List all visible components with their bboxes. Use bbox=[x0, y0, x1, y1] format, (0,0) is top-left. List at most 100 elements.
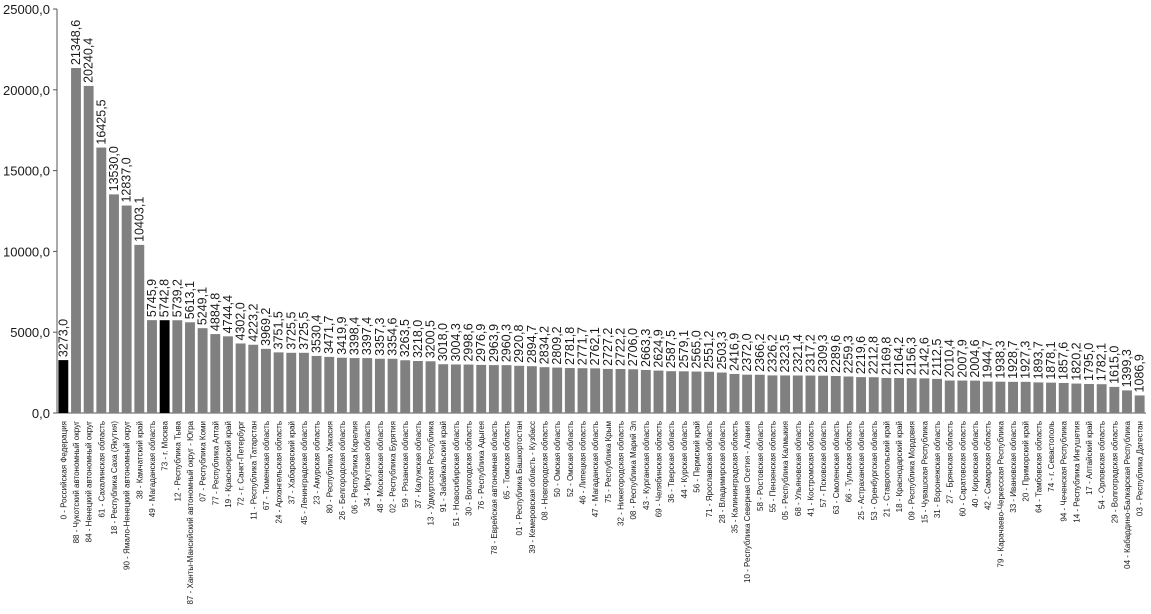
value-label: 2169,8 bbox=[879, 337, 893, 375]
bar bbox=[970, 380, 980, 413]
value-label: 2565,0 bbox=[689, 330, 703, 368]
bar bbox=[1058, 382, 1069, 413]
bar bbox=[83, 85, 94, 414]
value-label: 1927,3 bbox=[1019, 341, 1033, 379]
bar bbox=[286, 352, 297, 413]
bar bbox=[957, 380, 968, 413]
bar bbox=[894, 378, 905, 413]
category-label: 88 - Чукотский автономный округ bbox=[72, 421, 81, 544]
value-label: 3018,0 bbox=[436, 323, 450, 361]
bar bbox=[780, 375, 791, 413]
category-label: 02 - Республика Бурятия bbox=[389, 421, 398, 513]
bar bbox=[590, 368, 601, 413]
category-label: 48 - Московская область bbox=[376, 421, 385, 513]
bar bbox=[58, 360, 69, 413]
category-label: 24 - Архангельская область bbox=[275, 421, 284, 524]
category-label: 0 - Российская Федерация bbox=[59, 421, 68, 519]
value-label: 2894,7 bbox=[525, 325, 539, 363]
value-label: 1944,7 bbox=[981, 340, 995, 378]
category-label: 66 - Тульская область bbox=[844, 421, 853, 502]
value-label: 4884,8 bbox=[208, 293, 222, 331]
category-label: 50 - Омская область bbox=[553, 421, 562, 497]
y-tick-label: 0,0 bbox=[32, 406, 50, 421]
value-label: 4223,2 bbox=[246, 303, 260, 341]
category-label: 65 - Томская область bbox=[503, 421, 512, 500]
value-label: 2663,3 bbox=[639, 329, 653, 367]
value-label: 2706,0 bbox=[626, 328, 640, 366]
bar bbox=[450, 364, 461, 413]
value-label: 2960,3 bbox=[500, 324, 514, 362]
value-label: 3751,5 bbox=[272, 311, 286, 349]
bar bbox=[1096, 384, 1107, 413]
bar bbox=[210, 334, 221, 413]
bar bbox=[121, 205, 132, 413]
category-label: 30 - Вологодская область bbox=[465, 421, 474, 516]
value-label: 1938,3 bbox=[993, 340, 1007, 378]
bar bbox=[767, 375, 778, 413]
value-label: 2259,3 bbox=[841, 335, 855, 373]
category-label: 67 - Тюменская область bbox=[262, 421, 271, 510]
bar bbox=[716, 372, 727, 413]
bar bbox=[501, 365, 512, 413]
category-label: 55 - Пензенская область bbox=[768, 421, 777, 512]
bar bbox=[463, 364, 474, 413]
bar bbox=[311, 355, 322, 413]
value-label: 3004,3 bbox=[449, 323, 463, 361]
value-label: 21348,6 bbox=[69, 20, 83, 65]
value-label: 5249,1 bbox=[196, 287, 210, 325]
value-label: 2112,5 bbox=[930, 339, 944, 376]
category-label: 13 - Удмуртская Республика bbox=[427, 420, 436, 525]
category-label: 47 - Магаданская область bbox=[591, 421, 600, 517]
value-label: 3398,4 bbox=[348, 317, 362, 355]
bar bbox=[881, 377, 892, 413]
bar bbox=[830, 376, 841, 413]
bar bbox=[1033, 382, 1044, 413]
bar bbox=[1020, 381, 1031, 413]
category-label: 60 - Саратовская область bbox=[958, 421, 967, 517]
bar bbox=[1071, 383, 1082, 413]
bar bbox=[172, 320, 183, 413]
category-label: 52 - Омская область bbox=[566, 421, 575, 497]
category-label: 14 - Республика Ингушетия bbox=[1072, 421, 1081, 523]
y-tick-label: 10000,0 bbox=[3, 244, 50, 259]
category-label: 44 - Курская область bbox=[680, 421, 689, 498]
value-label: 2722,2 bbox=[613, 328, 627, 366]
value-label: 1893,7 bbox=[1031, 341, 1045, 379]
bar bbox=[995, 381, 1006, 413]
value-label: 12837,0 bbox=[120, 157, 134, 202]
category-label: 07 - Республика Коми bbox=[199, 421, 208, 502]
category-label: 43 - Курганская область bbox=[642, 421, 651, 510]
value-label: 3263,5 bbox=[398, 319, 412, 357]
value-label: 2372,0 bbox=[740, 333, 754, 371]
y-tick-label: 15000,0 bbox=[3, 164, 50, 179]
bar bbox=[273, 352, 284, 413]
category-label: 42 - Самарская область bbox=[984, 421, 993, 510]
value-label: 5742,8 bbox=[158, 279, 172, 317]
bar bbox=[147, 320, 157, 413]
value-label: 1782,1 bbox=[1095, 343, 1109, 381]
category-label: 41 - Костромская область bbox=[806, 421, 815, 516]
value-label: 3725,5 bbox=[284, 312, 298, 350]
x-axis-labels: 0 - Российская Федерация 88 - Чукотский а… bbox=[59, 420, 1144, 604]
value-label: 2010,4 bbox=[943, 339, 957, 377]
category-label: 11 - Республика Татарстан bbox=[249, 421, 258, 520]
category-label: 80 - Республика Хакасия bbox=[325, 421, 334, 513]
category-label: 84 - Ненецкий автономный округ bbox=[85, 421, 94, 542]
value-label: 2004,6 bbox=[968, 339, 982, 377]
category-label: 76 - Республика Адыгея bbox=[477, 421, 486, 510]
category-label: 25 - Астраханская область bbox=[857, 421, 866, 520]
category-label: 91 - Забайкальский край bbox=[439, 421, 448, 512]
value-label: 1857,6 bbox=[1057, 342, 1071, 380]
bar bbox=[1109, 386, 1120, 413]
value-label: 1878,1 bbox=[1044, 341, 1058, 379]
bar bbox=[185, 322, 195, 413]
bar bbox=[387, 358, 398, 413]
category-label: 87 - Ханты-Мансийский автономный округ -… bbox=[186, 420, 195, 604]
bar bbox=[691, 371, 702, 413]
value-label: 2323,5 bbox=[778, 334, 792, 372]
category-label: 08 - Новгородская область bbox=[541, 421, 550, 520]
bar bbox=[666, 371, 677, 413]
category-label: 77 - Республика Алтай bbox=[211, 421, 220, 505]
value-label: 2142,6 bbox=[917, 337, 931, 375]
